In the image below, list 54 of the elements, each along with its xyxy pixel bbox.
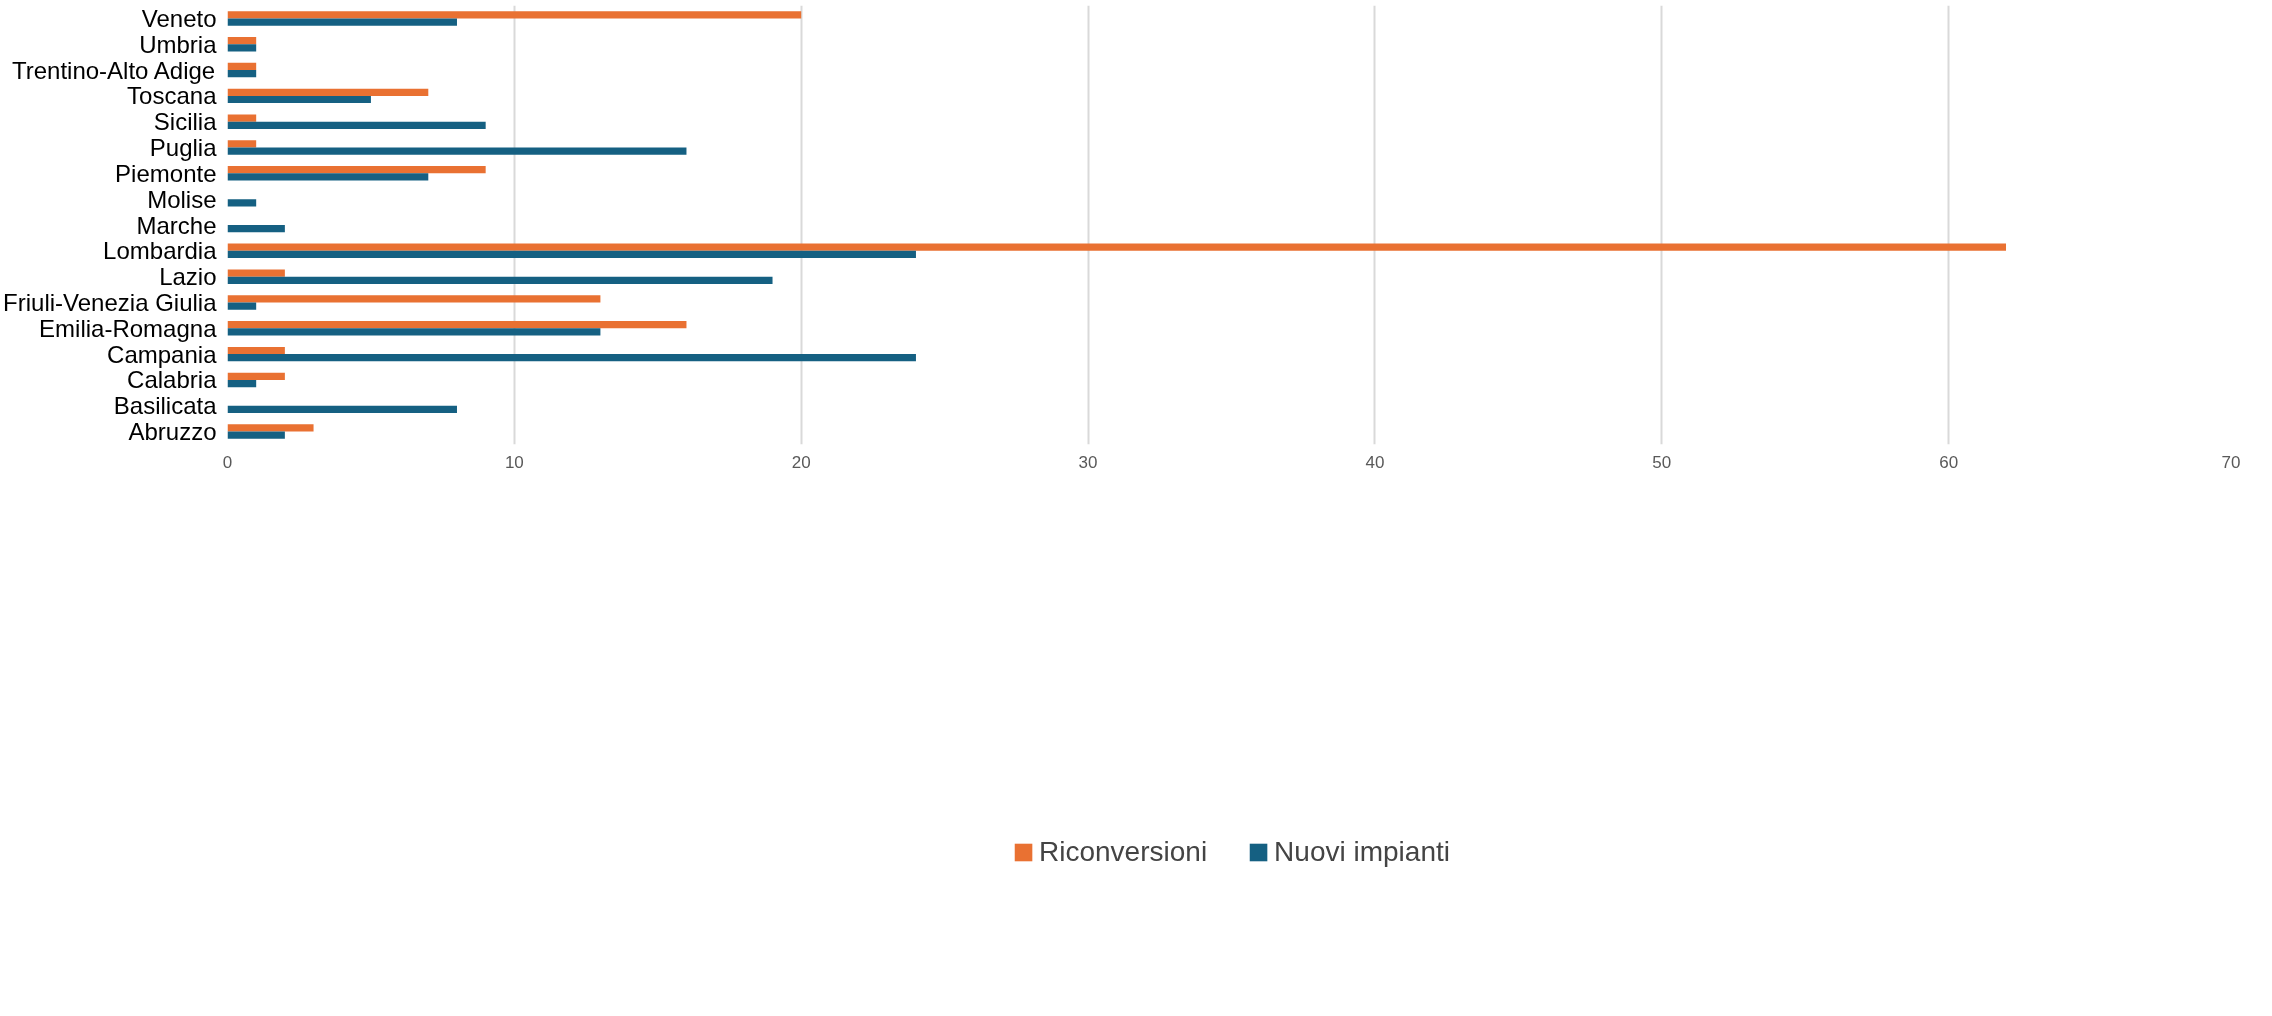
y-tick-label: Abruzzo xyxy=(128,418,217,446)
y-tick-label: Sicilia xyxy=(153,108,218,136)
bar xyxy=(227,424,314,432)
bar xyxy=(227,140,257,148)
x-tick-label: 50 xyxy=(1652,452,1672,472)
y-tick-label: Puglia xyxy=(149,134,218,162)
bar xyxy=(227,199,257,207)
bar xyxy=(227,405,457,413)
bar xyxy=(227,243,2007,251)
bar xyxy=(227,88,429,96)
bar xyxy=(227,11,802,19)
bar xyxy=(227,269,285,277)
bar xyxy=(227,276,773,284)
bar xyxy=(227,354,916,362)
x-tick-label: 20 xyxy=(791,452,811,472)
bar xyxy=(227,295,601,303)
bar xyxy=(227,379,257,388)
bar xyxy=(227,321,687,329)
x-tick-label: 0 xyxy=(222,452,233,472)
x-tick-label: 10 xyxy=(504,452,524,472)
bar xyxy=(227,431,285,439)
x-tick-label: 60 xyxy=(1939,452,1959,472)
bar xyxy=(227,114,257,122)
y-tick-label: Lazio xyxy=(159,263,217,291)
bar xyxy=(227,70,257,78)
legend-label: Nuovi impianti xyxy=(1274,836,1450,868)
x-tick-label: 30 xyxy=(1078,452,1098,472)
x-tick-label: 70 xyxy=(2221,452,2241,472)
bar xyxy=(227,62,257,71)
bar xyxy=(227,37,257,45)
bar xyxy=(227,166,486,174)
y-tick-label: Marche xyxy=(136,211,217,239)
bar xyxy=(227,44,257,52)
y-tick-label: Lombardia xyxy=(103,237,218,265)
bar xyxy=(227,328,601,336)
y-tick-label: Emilia-Romagna xyxy=(39,314,218,342)
y-tick-label: Basilicata xyxy=(113,392,218,420)
y-tick-label: Friuli-Venezia Giulia xyxy=(3,288,218,316)
bar xyxy=(227,18,457,26)
bar xyxy=(227,225,285,233)
y-tick-label: Molise xyxy=(147,185,217,213)
bar xyxy=(227,121,486,129)
x-tick-label: 40 xyxy=(1365,452,1385,472)
y-tick-label: Trentino-Alto Adige xyxy=(11,56,216,84)
bar xyxy=(227,346,285,355)
y-tick-label: Umbria xyxy=(139,30,218,58)
y-tick-label: Veneto xyxy=(141,4,217,32)
bar xyxy=(227,372,285,380)
bar xyxy=(227,302,257,310)
legend-label: Riconversioni xyxy=(1039,836,1208,868)
bar xyxy=(227,250,916,259)
bar xyxy=(227,95,371,104)
bar xyxy=(227,147,687,155)
bar xyxy=(227,173,429,181)
